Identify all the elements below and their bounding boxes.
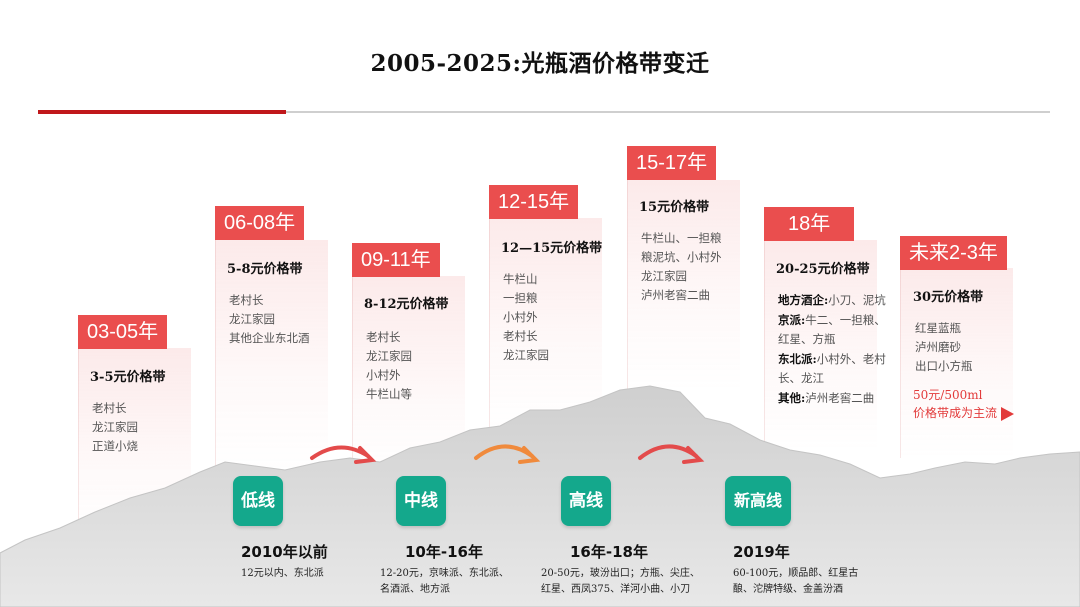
tier-period-low: 2010年以前	[241, 543, 328, 561]
brand-item: 龙江家园	[92, 420, 138, 434]
brand-item: 出口小方瓶	[915, 359, 973, 373]
tier-badge-mid: 中线	[396, 476, 446, 526]
play-arrow-icon	[1001, 406, 1015, 421]
brand-item: 龙江家园	[229, 312, 275, 326]
tier-desc-low: 12元以内、东北派	[241, 568, 324, 579]
brand-item: 龙江家园	[503, 348, 549, 362]
brand-item: 牛栏山	[503, 272, 538, 286]
future-highlight: 50元/500ml 价格带成为主流	[913, 386, 1015, 422]
brand-list-2: 老村长 龙江家园 其他企业东北酒	[229, 291, 310, 348]
period-tag-5: 15-17年	[627, 146, 717, 180]
highlight-price: 50元/500ml	[913, 388, 983, 402]
brand-item: 老村长	[366, 330, 401, 344]
column-bg-5	[627, 180, 740, 390]
period-tag-6: 18年	[764, 207, 855, 241]
group-other: 其他:泸州老窖二曲	[778, 390, 875, 405]
column-bg-2	[215, 240, 328, 470]
period-tag-4: 12-15年	[489, 185, 579, 219]
brand-list-4: 牛栏山 一担粮 小村外 老村长 龙江家园	[503, 270, 549, 365]
brand-item: 牛栏山、一担粮	[641, 231, 722, 245]
price-band-3: 8-12元价格带	[364, 297, 449, 312]
brand-item: 老村长	[503, 329, 538, 343]
tier-desc-mid: 12-20元，京味派、东北派、 名酒派、地方派	[380, 568, 509, 595]
highlight-text: 价格带成为主流	[913, 404, 1015, 422]
brand-item: 其他企业东北酒	[229, 331, 310, 345]
group-beijing: 京派:牛二、一担粮、红星、方瓶	[778, 312, 886, 347]
brand-item: 小村外	[503, 310, 538, 324]
brand-item: 老村长	[229, 293, 264, 307]
period-tag-7: 未来2-3年	[900, 236, 1007, 270]
period-tag-3: 09-11年	[352, 243, 440, 277]
arrow-2	[474, 444, 541, 464]
tier-period-mid: 10年-16年	[405, 543, 483, 561]
tier-desc-new-high: 60-100元，顺品郎、红星古 酿、沱牌特级、金盖汾酒	[733, 568, 859, 595]
column-bg-7	[900, 268, 1013, 458]
price-band-1: 3-5元价格带	[90, 370, 166, 385]
brand-item: 正道小烧	[92, 439, 138, 453]
title-divider-accent	[38, 110, 286, 114]
period-tag-2: 06-08年	[215, 206, 305, 240]
group-local: 地方酒企:小刀、泥坑	[778, 293, 886, 307]
tier-period-high: 16年-18年	[570, 543, 648, 561]
tier-badge-low: 低线	[233, 476, 283, 526]
brand-item: 龙江家园	[366, 349, 412, 363]
page-title: 2005-2025:光瓶酒价格带变迁	[370, 50, 710, 77]
brand-list-1: 老村长 龙江家园 正道小烧	[92, 399, 138, 456]
period-tag-1: 03-05年	[78, 315, 168, 349]
price-band-6: 20-25元价格带	[776, 262, 870, 277]
column-bg-4	[489, 218, 602, 428]
brand-item: 泸州老窖二曲	[641, 288, 710, 302]
group-northeast: 东北派:小村外、老村长、龙江	[778, 351, 886, 386]
arrow-3	[638, 444, 705, 464]
brand-item: 老村长	[92, 401, 127, 415]
brand-item: 一担粮	[503, 291, 538, 305]
price-band-2: 5-8元价格带	[227, 262, 303, 277]
brand-item: 龙江家园	[641, 269, 687, 283]
column-bg-6	[764, 240, 877, 450]
tier-badge-new-high: 新高线	[725, 476, 791, 526]
brand-list-3: 老村长 龙江家园 小村外 牛栏山等	[366, 328, 412, 404]
arrow-1	[310, 445, 377, 464]
brand-item: 红星蓝瓶	[915, 321, 961, 335]
brand-groups-6: 地方酒企:小刀、泥坑 京派:牛二、一担粮、红星、方瓶 东北派:小村外、老村长、龙…	[778, 291, 896, 408]
price-band-5: 15元价格带	[639, 200, 710, 215]
brand-list-5: 牛栏山、一担粮 粮泥坑、小村外 龙江家园 泸州老窖二曲	[641, 229, 722, 305]
brand-list-7: 红星蓝瓶 泸州磨砂 出口小方瓶	[915, 319, 973, 376]
brand-item: 牛栏山等	[366, 387, 412, 401]
price-band-4: 12—15元价格带	[501, 241, 603, 256]
brand-item: 泸州磨砂	[915, 340, 961, 354]
price-band-7: 30元价格带	[913, 290, 984, 305]
tier-badge-high: 高线	[561, 476, 611, 526]
brand-item: 粮泥坑、小村外	[641, 250, 722, 264]
brand-item: 小村外	[366, 368, 401, 382]
tier-desc-high: 20-50元，玻汾出口；方瓶、尖庄、 红星、西凤375、洋河小曲、小刀	[541, 568, 700, 595]
tier-period-new-high: 2019年	[733, 543, 790, 561]
title-divider	[38, 111, 1050, 113]
